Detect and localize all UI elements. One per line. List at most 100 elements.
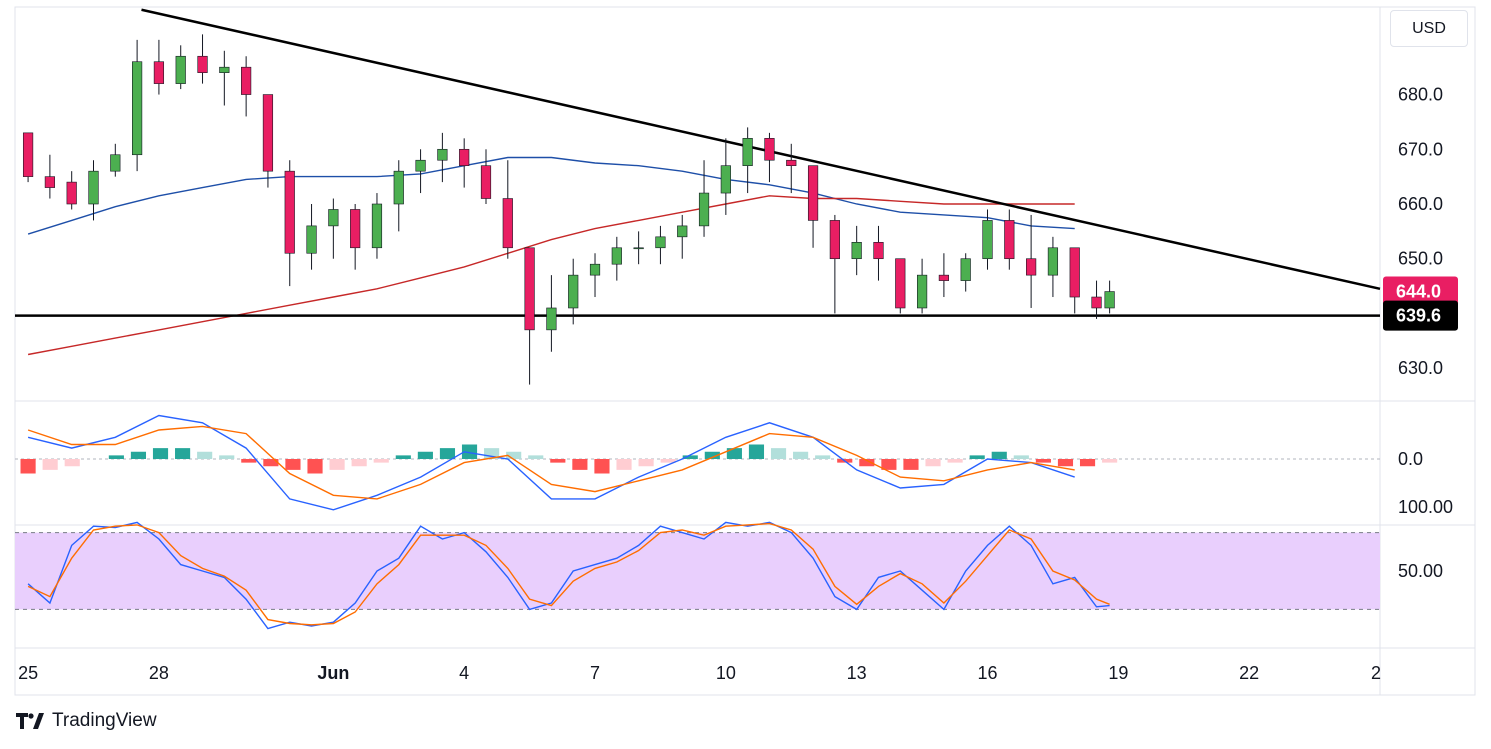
macd-histogram-bar bbox=[1035, 459, 1051, 463]
macd-histogram-bar bbox=[969, 455, 985, 459]
candle-body bbox=[437, 148, 448, 161]
candle-body bbox=[677, 225, 688, 238]
candle bbox=[742, 127, 753, 194]
candle bbox=[1026, 214, 1037, 308]
macd-histogram-bar bbox=[108, 455, 124, 459]
macd-histogram-bar bbox=[130, 451, 147, 459]
macd-histogram-bar bbox=[506, 451, 522, 459]
candle bbox=[350, 204, 361, 270]
macd-histogram-bar bbox=[20, 459, 36, 474]
candle bbox=[895, 258, 906, 314]
candle-body bbox=[720, 165, 731, 194]
candle-body bbox=[1104, 291, 1115, 309]
brand-footer[interactable]: TradingView bbox=[16, 710, 157, 732]
candle-body bbox=[371, 203, 383, 249]
stochastic-k-line bbox=[27, 521, 1110, 630]
y-tick-label: 630.0 bbox=[1398, 358, 1443, 378]
candle-body bbox=[262, 94, 274, 172]
candle-body bbox=[1004, 220, 1015, 260]
candle bbox=[1004, 209, 1015, 270]
macd-histogram-bar bbox=[219, 455, 235, 459]
candle-body bbox=[764, 138, 775, 161]
candle-body bbox=[546, 307, 557, 331]
currency-button[interactable]: USD bbox=[1390, 10, 1468, 47]
candle bbox=[524, 247, 535, 385]
macd-histogram-bar bbox=[42, 459, 58, 470]
candle-body bbox=[589, 263, 601, 276]
candle bbox=[437, 132, 448, 183]
candle bbox=[219, 50, 230, 106]
candle bbox=[611, 236, 622, 281]
macd-histogram-bar bbox=[947, 459, 963, 463]
macd-histogram-bar bbox=[395, 455, 411, 459]
macd-y-tick-label: 0.0 bbox=[1398, 449, 1423, 469]
y-tick-label: 680.0 bbox=[1398, 85, 1443, 105]
x-tick-label: 25 bbox=[18, 663, 38, 683]
candle-body bbox=[110, 154, 121, 172]
candle bbox=[502, 160, 513, 259]
candle bbox=[982, 209, 993, 270]
candle-body bbox=[480, 165, 492, 199]
x-tick-label: 16 bbox=[977, 663, 997, 683]
candle-body bbox=[698, 192, 710, 227]
candle-body bbox=[982, 220, 993, 260]
y-tick-label: 660.0 bbox=[1398, 194, 1443, 214]
macd-histogram-bar bbox=[439, 448, 456, 459]
stochastic-d-line bbox=[27, 522, 1110, 626]
candle bbox=[110, 143, 121, 177]
x-tick-label: 28 bbox=[149, 663, 169, 683]
candle-body bbox=[807, 165, 819, 221]
candle bbox=[175, 45, 186, 90]
macd-histogram-bar bbox=[726, 448, 742, 459]
macd-histogram-bar bbox=[1057, 459, 1074, 467]
brand-name: TradingView bbox=[52, 710, 157, 731]
candle bbox=[1069, 247, 1080, 314]
macd-histogram-bar bbox=[417, 451, 433, 459]
candle bbox=[306, 204, 317, 270]
macd-histogram-bar bbox=[748, 444, 765, 459]
candle-body bbox=[350, 209, 361, 249]
stochastic-panel bbox=[15, 521, 1380, 630]
candle-body bbox=[459, 148, 470, 166]
macd-histogram-bar bbox=[1079, 459, 1096, 467]
macd-histogram-bar bbox=[704, 451, 720, 459]
candle bbox=[1104, 280, 1115, 314]
y-tick-label: 650.0 bbox=[1398, 249, 1443, 269]
macd-histogram-bar bbox=[660, 459, 676, 463]
candle bbox=[764, 132, 775, 183]
candle bbox=[786, 143, 797, 194]
candle bbox=[546, 275, 557, 352]
macd-histogram-bar bbox=[175, 448, 191, 459]
x-tick-label: 22 bbox=[1239, 663, 1259, 683]
candle bbox=[197, 34, 208, 84]
tradingview-logo-icon bbox=[16, 713, 44, 729]
stochastic-band bbox=[15, 532, 1380, 610]
x-tick-label: 13 bbox=[847, 663, 867, 683]
macd-histogram-bar bbox=[197, 451, 213, 459]
candle-body bbox=[44, 176, 55, 188]
y-tick-label: 670.0 bbox=[1398, 139, 1443, 159]
macd-histogram-bar bbox=[461, 444, 478, 459]
macd-panel bbox=[15, 414, 1380, 511]
current-price-tag: 644.0 bbox=[1383, 276, 1458, 307]
candle bbox=[633, 231, 644, 265]
candle-body bbox=[1047, 247, 1059, 276]
candle-body bbox=[786, 159, 797, 166]
price-panel bbox=[15, 8, 1381, 385]
macd-histogram-bar bbox=[373, 459, 389, 463]
moving-average-line-2 bbox=[27, 195, 1075, 356]
macd-histogram-bar bbox=[903, 459, 919, 470]
descending-trendline[interactable] bbox=[141, 8, 1381, 291]
candle bbox=[698, 160, 710, 237]
macd-histogram-bar bbox=[594, 459, 610, 474]
candle bbox=[262, 94, 274, 188]
candle-body bbox=[393, 170, 404, 205]
candle-body bbox=[916, 274, 928, 309]
candle-body bbox=[960, 258, 971, 281]
moving-average-line-1 bbox=[27, 156, 1075, 235]
macd-histogram-bar bbox=[1102, 459, 1118, 463]
candle-body bbox=[415, 159, 426, 172]
candle bbox=[829, 214, 840, 314]
candle bbox=[132, 39, 143, 172]
candle bbox=[284, 160, 295, 287]
